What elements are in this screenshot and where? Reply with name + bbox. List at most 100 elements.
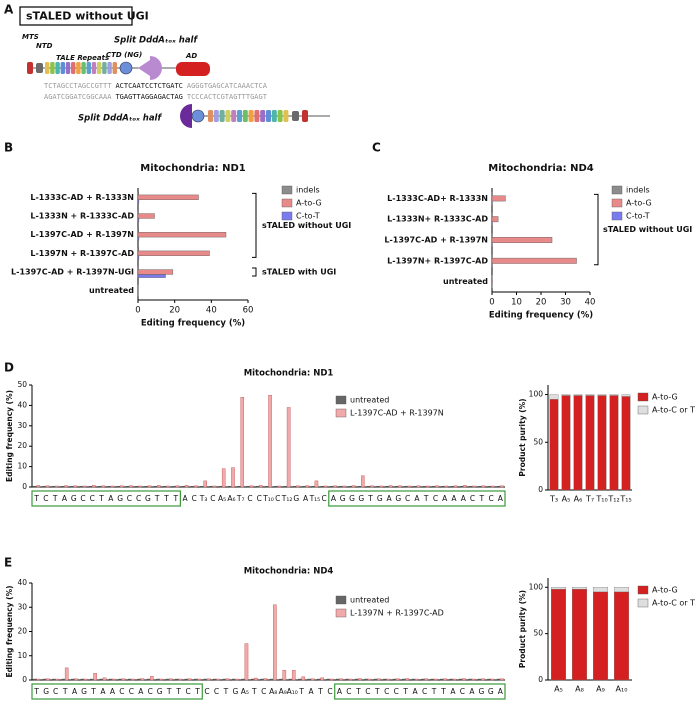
bar [138, 237, 139, 240]
bar [349, 679, 352, 680]
bar [500, 486, 503, 487]
bar [62, 679, 65, 680]
bar [298, 679, 301, 680]
dddatox-linker [138, 60, 150, 76]
x-tick-label: T₇ [236, 494, 245, 503]
bar [219, 486, 222, 487]
bar [141, 679, 144, 680]
repeat [87, 62, 91, 74]
bar-segment [574, 396, 582, 491]
bar-segment [622, 395, 630, 397]
x-tick-label: A₈ [269, 687, 277, 696]
repeat [243, 110, 248, 122]
x-tick-label: C [247, 494, 252, 503]
bar-segment [562, 396, 570, 491]
bar [453, 679, 456, 680]
panel-label: E [4, 556, 12, 570]
bar [136, 486, 139, 487]
bar [311, 679, 314, 680]
x-tick-label: T [355, 687, 361, 696]
bar [138, 210, 139, 213]
bar [138, 679, 141, 680]
legend-swatch [336, 609, 346, 617]
repeat [71, 62, 75, 74]
legend-swatch [336, 596, 346, 604]
bar [84, 679, 87, 680]
repeat [283, 110, 288, 122]
y-tick-label: 0 [22, 675, 27, 684]
x-tick-label: A [110, 687, 116, 696]
bar [204, 481, 207, 487]
x-tick-label: 0 [135, 306, 140, 316]
x-tick-label: C [129, 687, 134, 696]
bar [492, 237, 552, 242]
mts-domain-2 [302, 110, 308, 122]
bar [122, 679, 125, 680]
x-tick-label: T₁₀ [595, 495, 607, 504]
bar [92, 485, 95, 487]
ctd-domain-2 [192, 110, 204, 122]
bar [138, 270, 173, 275]
bar [138, 232, 226, 237]
bar [367, 486, 370, 487]
x-tick-label: T [166, 687, 172, 696]
bar [492, 258, 577, 263]
bar [128, 679, 131, 680]
bar-segment [551, 589, 566, 680]
bar [414, 486, 417, 487]
x-tick-label: T [172, 494, 178, 503]
repeat [208, 110, 213, 122]
bar-segment [610, 395, 618, 396]
bar [283, 670, 286, 680]
x-tick-label: C [214, 687, 219, 696]
bar [462, 679, 465, 680]
x-tick-label: A [331, 494, 337, 503]
x-tick-label: A [451, 494, 457, 503]
x-tick-label: A [450, 687, 456, 696]
x-tick-label: C [422, 687, 427, 696]
bar [147, 679, 150, 680]
y-tick-label: 30 [17, 602, 27, 611]
bar [232, 679, 235, 680]
x-tick-label: C [488, 494, 493, 503]
bar [241, 397, 244, 487]
legend-swatch [612, 186, 622, 194]
x-tick-label: 0 [489, 298, 494, 308]
bar [163, 486, 166, 487]
legend-swatch [612, 199, 622, 207]
panel-label: C [372, 141, 381, 155]
bar [279, 679, 282, 680]
bar [352, 486, 355, 487]
repeat [55, 62, 59, 74]
repeat [278, 110, 283, 122]
bar [156, 679, 159, 680]
legend-swatch [336, 409, 346, 417]
x-tick-label: G [157, 687, 163, 696]
legend-swatch [282, 212, 292, 220]
y-tick-label: 50 [533, 629, 543, 638]
bar [336, 679, 339, 680]
y-tick-label: L-1397C-AD + R-1397N [384, 236, 488, 245]
bar [469, 486, 472, 487]
x-tick-label: C [80, 494, 85, 503]
bar [380, 486, 383, 487]
bar [284, 486, 287, 487]
bar [432, 486, 435, 487]
x-tick-label: A₆ [227, 494, 235, 503]
bar [213, 486, 216, 487]
bar [98, 486, 101, 487]
bar [126, 486, 129, 487]
x-tick-label: T [317, 687, 323, 696]
repeat [76, 62, 80, 74]
bar [302, 486, 305, 487]
legend-label: L-1397C-AD + R-1397N [350, 409, 444, 418]
repeat [45, 62, 49, 74]
bar [454, 486, 457, 487]
x-tick-label: A [108, 494, 114, 503]
x-tick-label: A₅ [218, 494, 226, 503]
bar [355, 679, 358, 680]
x-tick-label: G [358, 494, 364, 503]
dddatox-half [150, 56, 162, 80]
x-tick-label: C [148, 687, 153, 696]
bar [273, 605, 276, 680]
